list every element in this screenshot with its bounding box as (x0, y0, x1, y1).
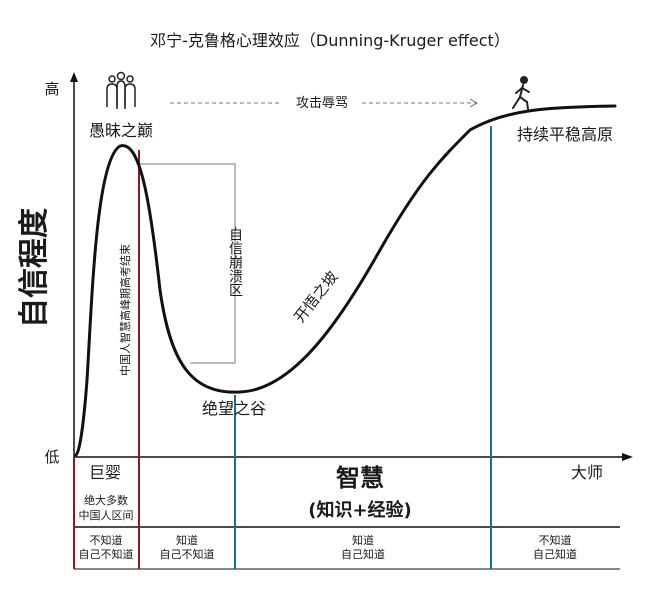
valley-label: 绝望之谷 (202, 399, 266, 418)
walking-person-icon (512, 76, 530, 110)
y-axis-high: 高 (44, 80, 59, 98)
collapse-zone-label: 自信崩溃区 (227, 227, 243, 297)
y-axis-label: 自信程度 (17, 208, 52, 328)
title: 邓宁-克鲁格心理效应（Dunning-Kruger effect） (150, 31, 510, 50)
x-axis-sub-label: (知识+经验) (308, 499, 412, 521)
y-axis-arrow (70, 72, 78, 82)
confidence-curve (74, 104, 617, 457)
stage-2-line2: 自己不知道 (160, 547, 215, 561)
majority-line2: 中国人区间 (79, 509, 134, 522)
infant-label: 巨婴 (89, 463, 121, 482)
stage-4-line2: 自己知道 (533, 547, 577, 561)
arrow-text: 攻击辱骂 (296, 96, 348, 111)
stage-3-line1: 知道 (352, 533, 374, 547)
stage-3-line2: 自己知道 (341, 547, 385, 561)
stage-1-line2: 自己不知道 (79, 547, 134, 561)
y-axis-low: 低 (44, 448, 59, 466)
stage-1-line1: 不知道 (90, 533, 123, 547)
slope-label: 开悟之坡 (290, 268, 341, 326)
stage-2-line1: 知道 (176, 533, 198, 547)
peak-label: 愚昧之巅 (89, 121, 153, 140)
people-group-icon (106, 71, 136, 109)
plateau-label: 持续平稳高原 (517, 125, 613, 144)
x-axis-end-label: 大师 (571, 463, 603, 482)
vertical-note: 中国人智慧高峰期高考结束 (118, 244, 132, 376)
collapse-zone-bracket (139, 163, 236, 364)
x-axis-arrow (622, 453, 633, 461)
majority-line1: 绝大多数 (84, 493, 128, 507)
stage-4-line1: 不知道 (539, 533, 572, 547)
x-axis-main-label: 智慧 (336, 464, 384, 492)
